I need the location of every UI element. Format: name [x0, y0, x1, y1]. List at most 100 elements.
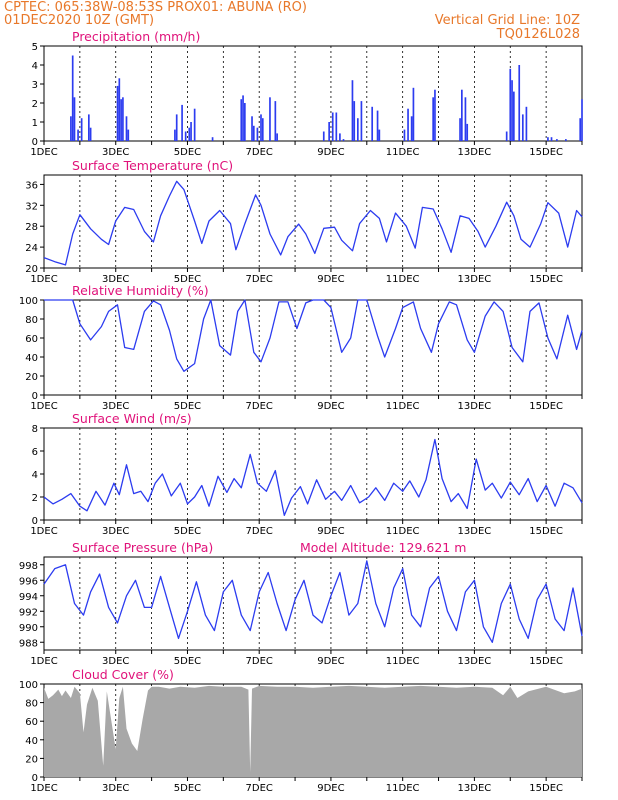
precipitation-bar — [184, 131, 187, 141]
wind-y-tick-label: 0 — [32, 516, 38, 527]
precipitation-bar — [80, 118, 83, 141]
cloud-cover-x-tick-label: 13DEC — [458, 783, 492, 794]
precipitation-bar — [518, 65, 521, 141]
precipitation-bar — [175, 114, 178, 141]
humidity-y-tick-label: 100 — [19, 296, 38, 307]
precipitation-bar — [181, 104, 183, 141]
precipitation-bar — [116, 85, 119, 141]
pressure-x-tick-label: 9DEC — [317, 656, 344, 667]
wind-x-tick-label: 1DEC — [30, 526, 57, 537]
precipitation-bar — [261, 118, 264, 141]
precipitation-bar — [466, 123, 469, 141]
cloud-cover-x-tick-label: 3DEC — [102, 783, 129, 794]
temperature-x-tick-label: 1DEC — [30, 274, 57, 285]
header-station: CPTEC: 065:38W-08:53S PROX01: ABUNA (RO) — [4, 0, 307, 15]
precipitation-bar — [251, 116, 253, 141]
precipitation-bar — [331, 112, 334, 141]
temperature-x-tick-label: 13DEC — [458, 274, 492, 285]
precipitation-bar — [511, 80, 513, 141]
precipitation-x-tick-label: 5DEC — [174, 147, 201, 158]
precipitation-x-tick-label: 11DEC — [386, 147, 420, 158]
header-model-code: TQ0126L028 — [496, 27, 580, 42]
precipitation-bar — [70, 116, 72, 141]
temperature-y-tick-label: 32 — [25, 201, 38, 212]
precipitation-bar — [403, 129, 406, 141]
precipitation-bar — [371, 106, 374, 141]
cloud-cover-x-tick-label: 9DEC — [317, 783, 344, 794]
wind-x-tick-label: 3DEC — [102, 526, 129, 537]
wind-y-tick-label: 6 — [32, 447, 38, 458]
humidity-y-tick-label: 40 — [25, 353, 38, 364]
humidity-series-line — [44, 299, 583, 372]
humidity-x-tick-label: 5DEC — [174, 401, 201, 412]
precipitation-y-tick-label: 5 — [32, 42, 38, 53]
cloud-cover-x-tick-label: 5DEC — [174, 783, 201, 794]
wind-x-tick-label: 11DEC — [386, 526, 420, 537]
precipitation-y-tick-label: 2 — [32, 99, 38, 110]
humidity-x-tick-label: 3DEC — [102, 401, 129, 412]
precipitation-bar — [242, 95, 244, 141]
precipitation-bar — [342, 139, 345, 141]
temperature-y-tick-label: 28 — [25, 222, 38, 233]
wind-x-tick-label: 7DEC — [246, 526, 273, 537]
pressure-x-tick-label: 13DEC — [458, 656, 492, 667]
temperature-frame — [43, 174, 583, 269]
precipitation-bar — [125, 116, 128, 141]
wind-x-tick-label: 15DEC — [529, 526, 563, 537]
cloud-cover-y-tick-label: 80 — [25, 699, 38, 710]
precipitation-bar — [434, 89, 436, 141]
precipitation-x-tick-label: 9DEC — [317, 147, 344, 158]
precipitation-bar — [412, 87, 415, 141]
precipitation-x-tick-label: 7DEC — [246, 147, 273, 158]
pressure-frame — [43, 556, 583, 651]
humidity-y-tick-label: 80 — [25, 315, 38, 326]
precipitation-bar — [71, 55, 74, 141]
precipitation-bar — [521, 114, 524, 141]
precipitation-bar — [509, 68, 512, 141]
cloud-cover-y-tick-label: 60 — [25, 717, 38, 728]
wind-series-line — [43, 438, 583, 517]
cloud-cover-x-tick-label: 1DEC — [30, 783, 57, 794]
pressure-x-tick-label: 3DEC — [102, 656, 129, 667]
precipitation-bar — [410, 116, 413, 141]
pressure-x-tick-label: 7DEC — [246, 656, 273, 667]
precipitation-bar — [360, 101, 363, 141]
precipitation-bar — [122, 97, 124, 141]
precipitation-bar — [461, 89, 463, 141]
precipitation-bar — [260, 114, 262, 141]
header-run-date: 01DEC2020 10Z (GMT) — [4, 13, 155, 28]
cloud-cover-y-tick-label: 40 — [25, 736, 38, 747]
pressure-x-tick-label: 15DEC — [529, 656, 563, 667]
wind-x-tick-label: 13DEC — [458, 526, 492, 537]
humidity-x-tick-label: 13DEC — [458, 401, 492, 412]
temperature-x-tick-label: 7DEC — [246, 274, 273, 285]
temperature-y-tick-label: 20 — [25, 264, 38, 275]
precipitation-bar — [274, 101, 277, 141]
precipitation-bar — [432, 97, 434, 141]
precipitation-bar — [77, 129, 79, 141]
precipitation-bar — [188, 127, 191, 141]
precipitation-bar — [73, 97, 76, 141]
humidity-x-tick-label: 15DEC — [529, 401, 563, 412]
cloud-cover-x-tick-label: 7DEC — [246, 783, 273, 794]
precipitation-bar — [256, 127, 259, 141]
temperature-x-tick-label: 15DEC — [529, 274, 563, 285]
pressure-y-tick-label: 990 — [19, 623, 38, 634]
precipitation-bar — [356, 118, 359, 141]
cloud-cover-x-tick-label: 15DEC — [529, 783, 563, 794]
cloud-cover-y-tick-label: 20 — [25, 754, 38, 765]
wind-y-tick-label: 4 — [32, 470, 38, 481]
precipitation-bar — [579, 118, 582, 141]
pressure-title: Surface Pressure (hPa) — [72, 540, 213, 555]
temperature-series-line — [43, 180, 583, 266]
humidity-y-tick-label: 20 — [25, 372, 38, 383]
pressure-subtitle: Model Altitude: 129.621 m — [300, 540, 466, 555]
pressure-x-tick-label: 1DEC — [30, 656, 57, 667]
precipitation-bar — [581, 99, 583, 141]
cloud-cover-area — [44, 685, 582, 777]
temperature-x-tick-label: 9DEC — [317, 274, 344, 285]
humidity-y-tick-label: 0 — [32, 391, 38, 402]
precipitation-x-tick-label: 15DEC — [529, 147, 563, 158]
wind-y-tick-label: 8 — [32, 424, 38, 435]
